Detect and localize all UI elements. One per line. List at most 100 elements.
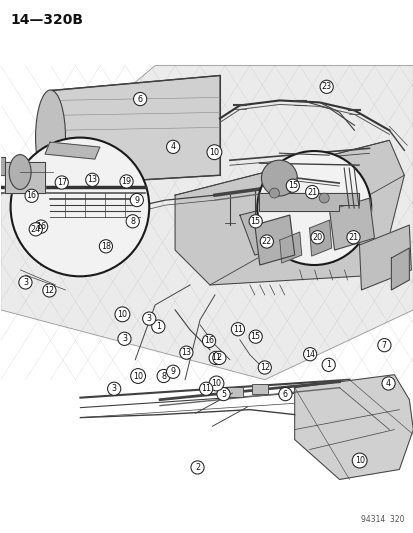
Text: 9: 9: [170, 367, 175, 376]
Polygon shape: [45, 142, 100, 159]
Circle shape: [157, 369, 170, 383]
Text: 23: 23: [321, 82, 331, 91]
Text: 15: 15: [250, 332, 260, 341]
Text: 16: 16: [204, 336, 214, 345]
Text: 18: 18: [101, 242, 111, 251]
Circle shape: [29, 223, 42, 236]
Text: 12: 12: [44, 286, 55, 295]
Text: 13: 13: [87, 175, 97, 184]
Text: 14—320B: 14—320B: [11, 13, 83, 27]
Circle shape: [115, 307, 130, 322]
Circle shape: [377, 338, 390, 352]
Polygon shape: [254, 215, 294, 265]
Circle shape: [212, 351, 225, 365]
Circle shape: [257, 151, 370, 265]
Circle shape: [166, 365, 179, 378]
Circle shape: [249, 215, 262, 228]
Polygon shape: [309, 220, 331, 256]
Text: 4: 4: [385, 379, 390, 388]
Circle shape: [249, 330, 262, 343]
Polygon shape: [239, 200, 314, 255]
Circle shape: [278, 387, 291, 401]
Circle shape: [118, 332, 131, 345]
Circle shape: [43, 284, 56, 297]
Circle shape: [99, 240, 112, 253]
Text: 10: 10: [211, 379, 221, 388]
Circle shape: [321, 358, 335, 372]
FancyBboxPatch shape: [226, 386, 242, 397]
Text: 13: 13: [181, 348, 191, 357]
Text: 10: 10: [354, 456, 364, 465]
Circle shape: [131, 369, 145, 383]
Circle shape: [190, 461, 204, 474]
Polygon shape: [5, 162, 45, 193]
Text: 2: 2: [216, 353, 221, 362]
Text: 11: 11: [210, 353, 220, 362]
Circle shape: [285, 179, 299, 192]
Circle shape: [55, 176, 68, 189]
Circle shape: [206, 145, 221, 160]
Circle shape: [107, 382, 121, 395]
Text: 7: 7: [381, 341, 386, 350]
Polygon shape: [358, 225, 411, 290]
Text: 6: 6: [138, 94, 142, 103]
Polygon shape: [329, 198, 373, 250]
Circle shape: [202, 334, 215, 348]
Circle shape: [209, 351, 222, 365]
Text: 21: 21: [306, 188, 316, 197]
Polygon shape: [0, 157, 5, 175]
Circle shape: [261, 160, 297, 196]
Polygon shape: [1, 66, 412, 379]
Circle shape: [130, 193, 143, 207]
Circle shape: [209, 376, 223, 391]
Polygon shape: [294, 375, 412, 480]
Text: 8: 8: [130, 217, 135, 226]
Circle shape: [231, 322, 244, 336]
Text: 16: 16: [36, 222, 46, 231]
Circle shape: [199, 382, 212, 395]
Circle shape: [11, 138, 149, 276]
Text: 10: 10: [209, 148, 219, 157]
Text: 19: 19: [121, 177, 131, 186]
Circle shape: [260, 235, 273, 248]
Ellipse shape: [36, 90, 65, 185]
Text: 24: 24: [31, 225, 41, 234]
Circle shape: [310, 231, 323, 244]
Text: 11: 11: [233, 325, 242, 334]
Ellipse shape: [9, 155, 31, 190]
Circle shape: [303, 348, 316, 361]
Text: 14: 14: [304, 350, 314, 359]
Circle shape: [25, 189, 38, 203]
Polygon shape: [50, 76, 219, 185]
Text: 10: 10: [133, 372, 143, 381]
Polygon shape: [279, 232, 301, 263]
Circle shape: [120, 175, 133, 188]
Circle shape: [351, 453, 366, 468]
Circle shape: [346, 231, 359, 244]
Text: 3: 3: [112, 384, 116, 393]
Text: 5: 5: [221, 390, 225, 399]
Circle shape: [166, 140, 179, 154]
Text: 6: 6: [282, 390, 287, 399]
Text: 22: 22: [261, 237, 271, 246]
Text: 2: 2: [195, 463, 199, 472]
Text: 15: 15: [287, 181, 297, 190]
Circle shape: [85, 173, 99, 187]
Circle shape: [34, 220, 47, 233]
Text: 8: 8: [161, 372, 166, 381]
Circle shape: [269, 188, 279, 198]
Circle shape: [142, 312, 155, 325]
Circle shape: [319, 80, 332, 93]
Circle shape: [381, 377, 394, 390]
Circle shape: [305, 185, 318, 199]
Text: 10: 10: [117, 310, 127, 319]
FancyBboxPatch shape: [251, 384, 267, 394]
Text: 94314  320: 94314 320: [360, 515, 404, 524]
Circle shape: [126, 215, 139, 228]
Text: 1: 1: [155, 322, 160, 331]
Circle shape: [19, 276, 32, 289]
Text: 17: 17: [57, 178, 66, 187]
Text: 12: 12: [259, 363, 269, 372]
Text: 4: 4: [170, 142, 175, 151]
Text: 3: 3: [122, 334, 127, 343]
